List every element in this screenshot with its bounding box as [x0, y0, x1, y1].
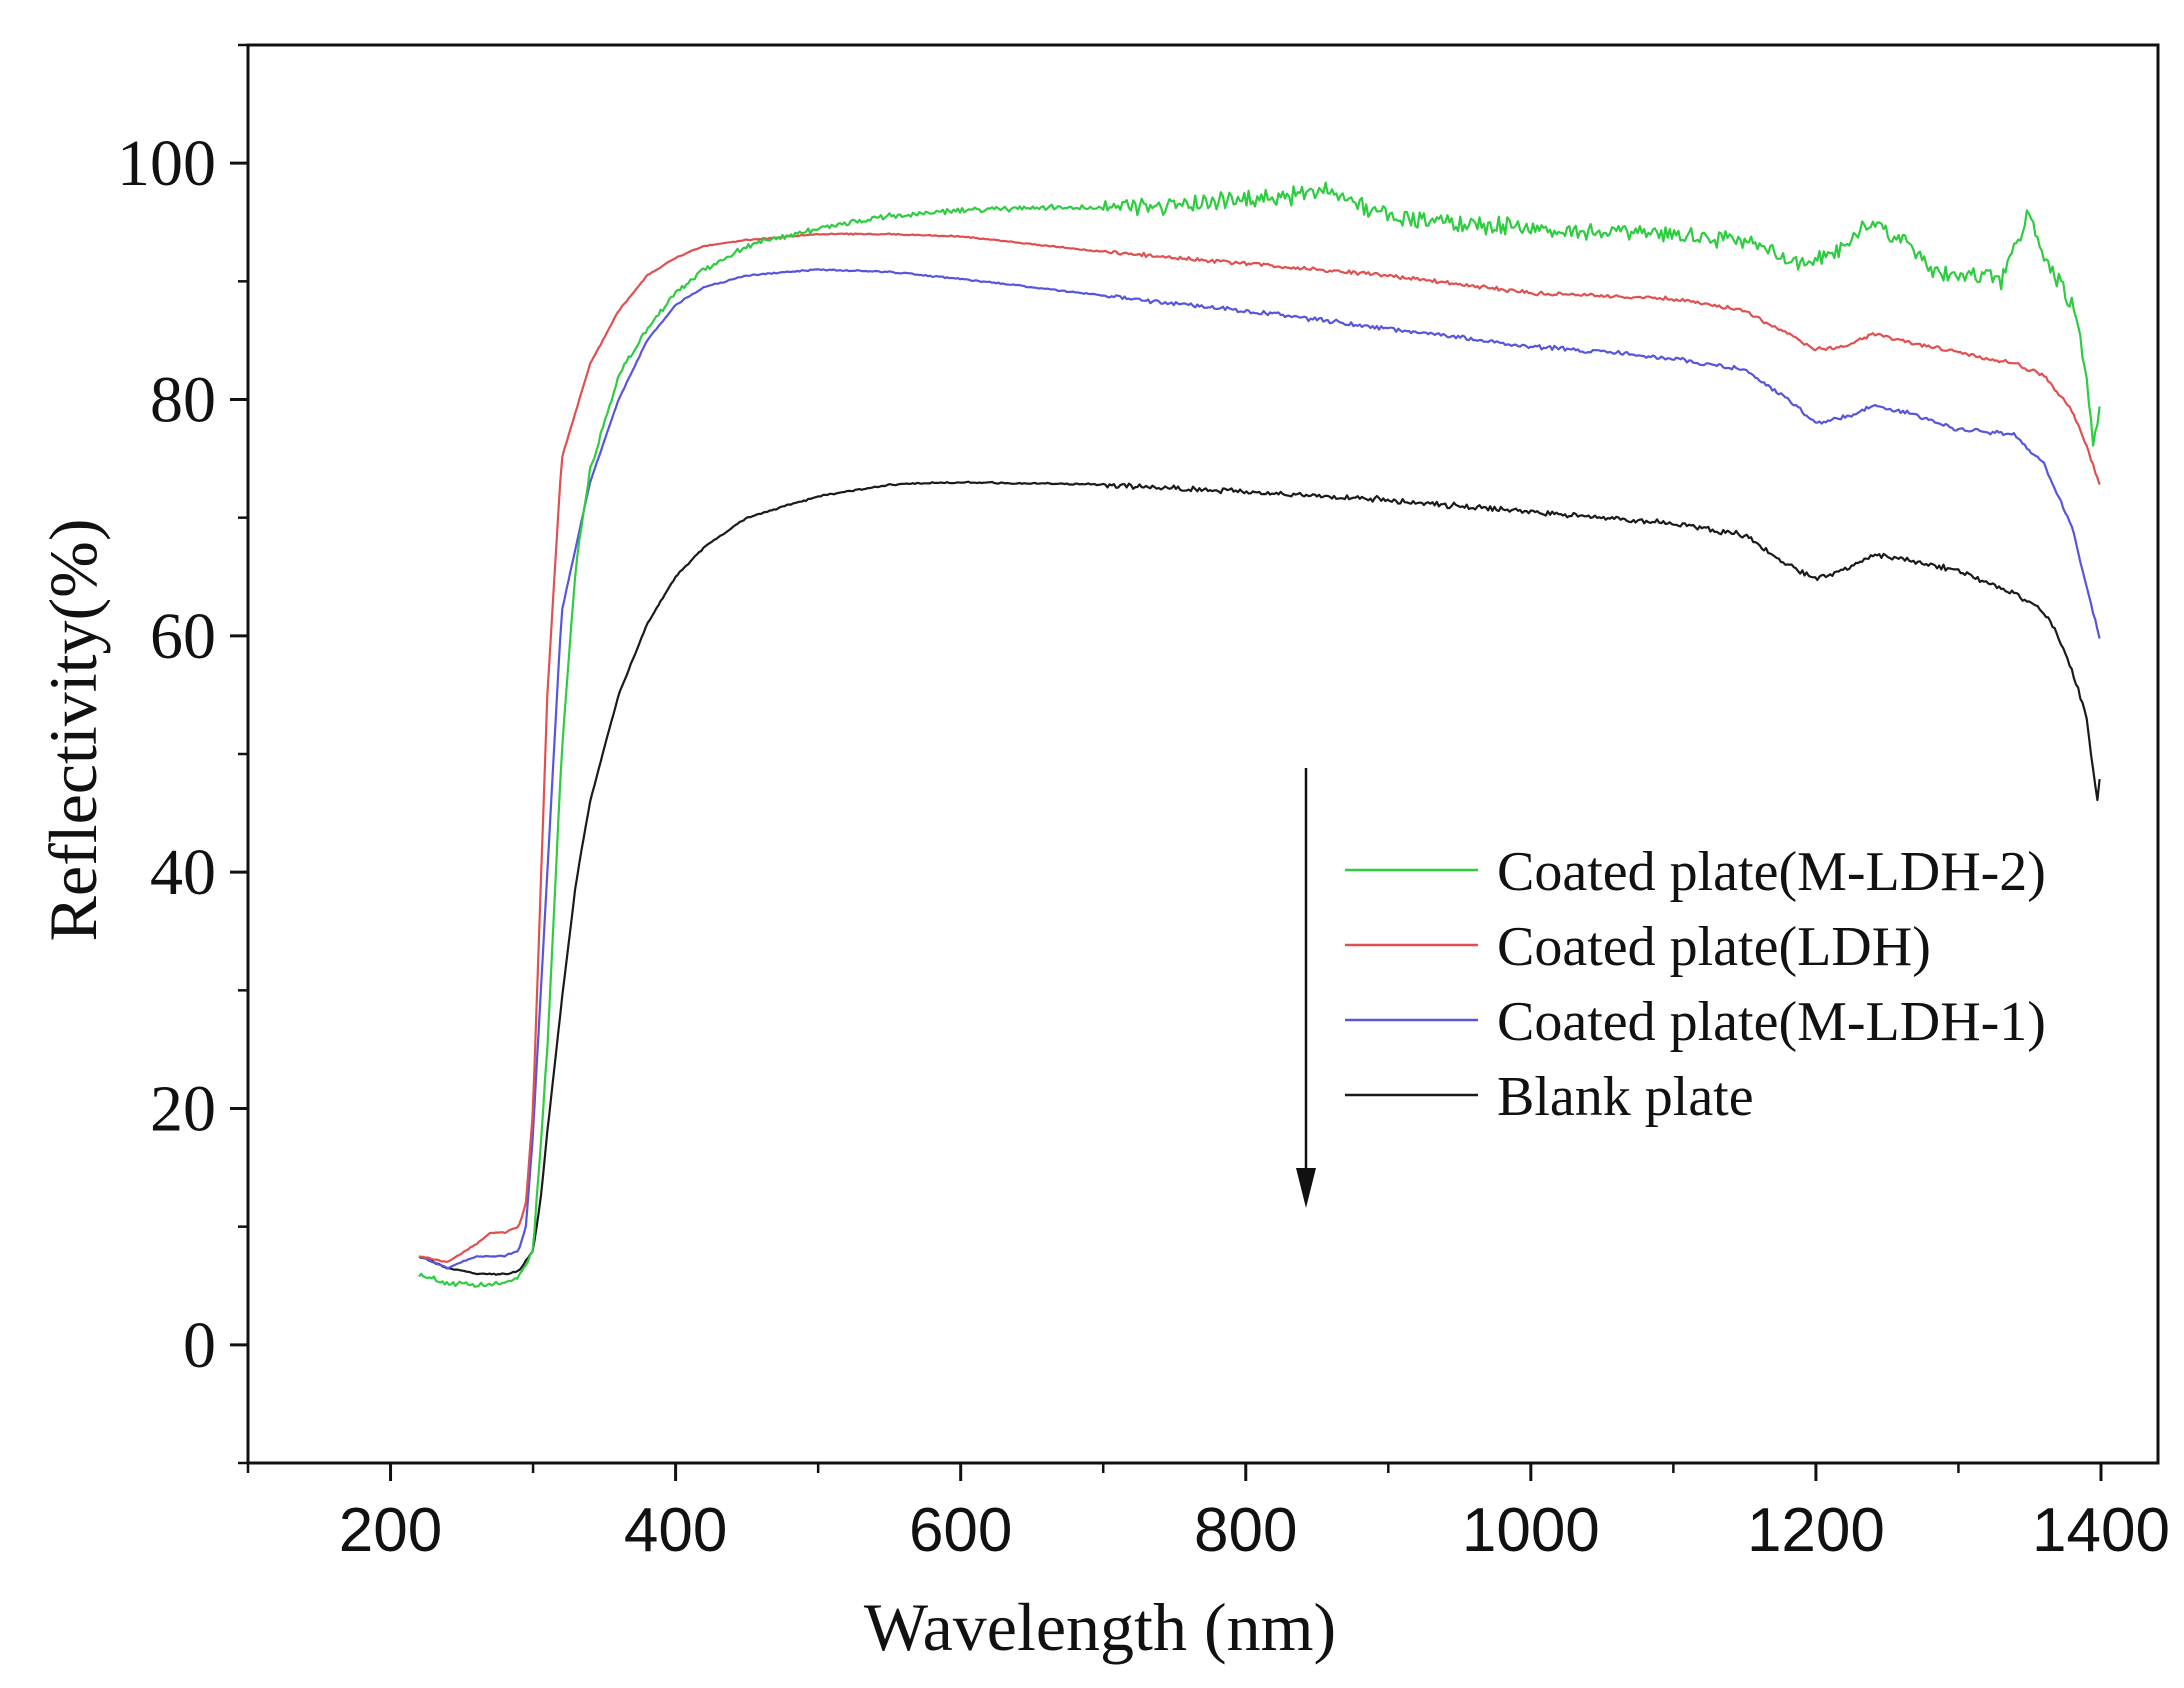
y-tick-label: 20: [150, 1073, 216, 1146]
axis-ticks: 200 400 600 800 1000 1200 1400 0 20 40 60 80 100: [117, 43, 2170, 1565]
x-axis-title: Wavelength (nm): [864, 1589, 1336, 1665]
x-tick-label: 200: [339, 1496, 442, 1565]
series-layer: [418, 181, 2101, 1288]
legend: Coated plate(M-LDH-2) Coated plate(LDH) …: [1345, 841, 2046, 1128]
x-tick-label: 1200: [1747, 1496, 1885, 1565]
x-tick-label: 400: [624, 1496, 727, 1565]
legend-label-m-ldh-1: Coated plate(M-LDH-1): [1497, 991, 2046, 1053]
y-tick-label: 80: [150, 364, 216, 437]
y-tick-label: 60: [150, 600, 216, 673]
plot-frame: [246, 43, 2160, 1465]
y-tick-label: 0: [183, 1309, 216, 1382]
trend-arrow: [1296, 768, 1316, 1208]
x-tick-label: 800: [1194, 1496, 1297, 1565]
x-tick-label: 600: [909, 1496, 1012, 1565]
legend-label-m-ldh-2: Coated plate(M-LDH-2): [1497, 841, 2046, 903]
x-tick-label: 1400: [2032, 1496, 2170, 1565]
y-tick-label: 40: [150, 836, 216, 909]
legend-label-ldh: Coated plate(LDH): [1497, 916, 1931, 978]
y-axis-title: Reflectivity(%): [35, 519, 111, 942]
x-tick-label: 1000: [1462, 1496, 1600, 1565]
y-tick-label: 100: [117, 127, 216, 200]
series-line-coated-plate-m-ldh-1: [418, 268, 2101, 1270]
series-line-blank-plate: [418, 480, 2101, 1276]
series-line-coated-plate-m-ldh-2: [418, 181, 2101, 1288]
trend-arrow-head: [1296, 1168, 1316, 1208]
series-line-coated-plate-ldh: [418, 232, 2101, 1264]
legend-label-blank: Blank plate: [1497, 1066, 1754, 1128]
